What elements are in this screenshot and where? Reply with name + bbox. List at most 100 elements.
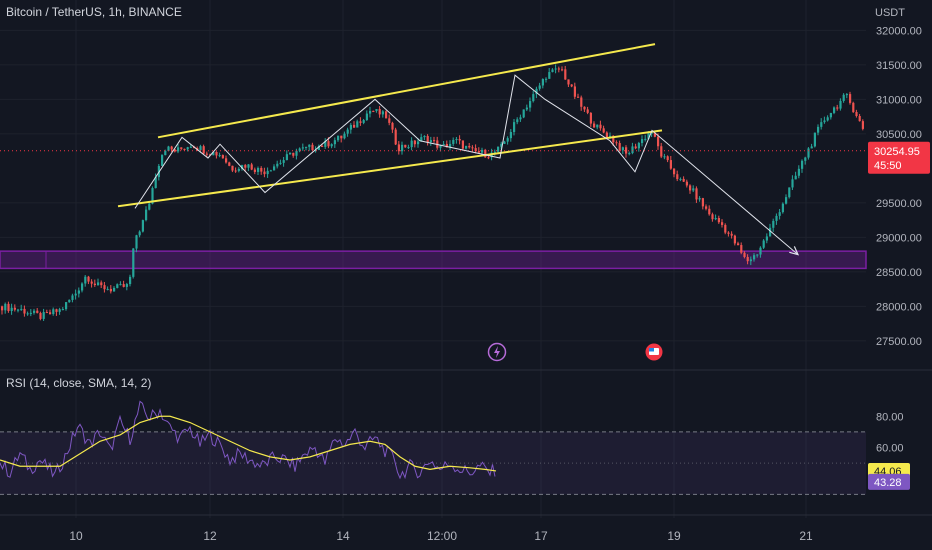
candle-body [273, 166, 276, 171]
candle-body [77, 290, 80, 294]
candle-body [340, 135, 343, 139]
candle-body [426, 135, 429, 143]
candle-body [372, 110, 375, 112]
candle-body [109, 288, 112, 292]
candle-body [218, 155, 221, 157]
candle-body [625, 147, 628, 154]
price-tick-label: 27500.00 [876, 336, 922, 348]
candle-body [538, 85, 541, 89]
candle-body [842, 94, 845, 101]
candle-body [861, 121, 864, 129]
candle-body [237, 168, 240, 171]
candle-body [55, 309, 58, 312]
price-badge-value: 30254.95 [874, 146, 920, 158]
candle-body [593, 123, 596, 128]
lightning-icon[interactable] [487, 342, 507, 362]
symbol-title: Bitcoin / TetherUS, 1h, BINANCE [6, 5, 182, 19]
candle-body [49, 312, 52, 315]
price-tick-label: 29500.00 [876, 198, 922, 210]
candle-body [519, 117, 522, 120]
candle-body [717, 218, 720, 223]
candle-body [1, 306, 4, 311]
candle-body [423, 135, 426, 138]
candle-body [122, 284, 125, 287]
candle-body [845, 94, 848, 96]
candle-body [39, 312, 42, 319]
candle-body [103, 285, 106, 290]
candle-body [564, 69, 567, 80]
price-tick-label: 30500.00 [876, 129, 922, 141]
candle-body [548, 72, 551, 79]
candle-body [788, 187, 791, 198]
candle-body [836, 107, 839, 109]
event-icons[interactable] [487, 342, 663, 362]
candle-body [481, 149, 484, 153]
candle-body [183, 148, 186, 150]
candle-body [653, 132, 656, 137]
candle-body [189, 146, 192, 148]
candle-body [81, 283, 84, 291]
candle-body [577, 96, 580, 98]
candle-body [346, 129, 349, 134]
candle-body [634, 146, 637, 149]
candle-body [10, 307, 13, 311]
candle-body [266, 170, 269, 175]
candle-body [628, 153, 631, 155]
candle-body [442, 143, 445, 145]
zigzag-line [134, 74, 799, 255]
candle-body [685, 181, 688, 186]
candle-body [369, 110, 372, 114]
candle-body [161, 155, 164, 166]
candle-body [7, 303, 10, 311]
candle-body [119, 284, 122, 286]
candle-body [701, 198, 704, 207]
candle-body [554, 68, 557, 70]
candle-body [20, 308, 23, 310]
candle-body [698, 198, 701, 200]
candle-body [244, 165, 247, 168]
candle-body [583, 106, 586, 110]
candle-body [458, 138, 461, 141]
candle-body [407, 147, 410, 149]
candle-body [621, 147, 624, 151]
candle-body [173, 149, 176, 152]
candle-body [135, 235, 138, 249]
candle-body [212, 152, 215, 156]
candle-body [391, 122, 394, 130]
candle-body [781, 203, 784, 213]
time-tick-label: 14 [336, 529, 350, 543]
candle-body [125, 284, 128, 287]
candle-body [215, 152, 218, 156]
flag-icon[interactable] [645, 343, 663, 361]
rsi-sma-line [0, 415, 497, 472]
candle-body [807, 148, 810, 158]
candle-body [282, 160, 285, 163]
candle-body [285, 154, 288, 161]
candle-body [449, 143, 452, 148]
channel-upper [157, 43, 656, 139]
candle-body [663, 156, 666, 158]
candle-body [500, 143, 503, 147]
candle-body [429, 140, 432, 143]
candle-body [23, 308, 26, 314]
candle-body [375, 109, 378, 111]
candle-body [116, 284, 119, 288]
candle-body [301, 147, 304, 149]
candle-body [439, 144, 442, 148]
candle-body [509, 132, 512, 139]
candle-body [557, 68, 560, 70]
candle-body [353, 124, 356, 128]
candle-body [817, 126, 820, 133]
candle-body [97, 282, 100, 286]
candle-body [801, 160, 804, 169]
rsi-panel [0, 400, 866, 495]
rsi-tick-label: 60.00 [876, 443, 904, 455]
candle-body [417, 141, 420, 145]
candle-body [721, 222, 724, 225]
rsi-tick-label: 80.00 [876, 411, 904, 423]
candle-body [644, 138, 647, 140]
candle-body [253, 169, 256, 172]
candle-body [852, 102, 855, 112]
candle-body [637, 143, 640, 149]
